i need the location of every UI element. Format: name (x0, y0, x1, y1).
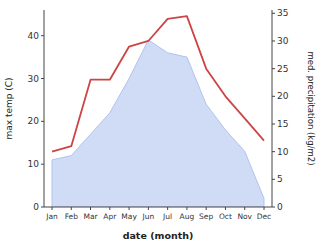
x-tick-label: Oct (219, 212, 232, 221)
y2-tick-label: 25 (277, 64, 288, 74)
x-tick-label: Dec (257, 212, 272, 221)
x-tick (109, 207, 110, 210)
x-axis-label: date (month) (123, 230, 194, 241)
x-axis-line (44, 207, 272, 208)
x-tick (148, 207, 149, 210)
plot-area (52, 16, 264, 207)
y-tick (41, 78, 44, 79)
y-tick-label: 30 (28, 74, 40, 84)
y2-tick-label: 5 (277, 174, 283, 184)
x-tick (90, 207, 91, 210)
y2-tick-label: 0 (277, 202, 283, 212)
x-tick (264, 207, 265, 210)
x-tick (71, 207, 72, 210)
x-tick-label: Mar (83, 212, 98, 221)
x-tick (206, 207, 207, 210)
x-tick-label: Jan (45, 212, 58, 221)
y-tick (41, 207, 44, 208)
x-tick (129, 207, 130, 210)
x-tick-label: Aug (180, 212, 195, 221)
x-tick (225, 207, 226, 210)
y-tick-label: 0 (33, 202, 39, 212)
y2-tick-label: 10 (277, 147, 289, 157)
y2-tick-label: 15 (277, 119, 288, 129)
y2-axis-line (272, 10, 273, 207)
y2-tick-label: 30 (277, 36, 289, 46)
y2-tick (272, 68, 275, 69)
y-tick (41, 164, 44, 165)
x-tick-label: Jul (162, 212, 172, 221)
line (52, 16, 264, 152)
y-tick-label: 20 (28, 116, 40, 126)
y2-tick (272, 123, 275, 124)
x-tick-label: Feb (65, 212, 79, 221)
y2-tick (272, 96, 275, 97)
y2-tick (272, 40, 275, 41)
y2-tick-label: 35 (277, 8, 288, 18)
x-tick-label: Jun (142, 212, 155, 221)
y2-tick (272, 207, 275, 208)
y-tick-label: 40 (28, 31, 40, 41)
y2-tick (272, 13, 275, 14)
chart: 0 10 20 30 40 0 5 10 15 20 25 30 35 Jan Feb Mar Apr May Ju… (0, 0, 318, 247)
y-axis-label: max temp (C) (4, 77, 14, 139)
x-tick-label: Sep (199, 212, 213, 221)
y-tick-label: 10 (28, 159, 40, 169)
y2-axis-label: med. precipitation (kg/m2) (306, 51, 316, 165)
y2-tick-label: 20 (277, 91, 289, 101)
y2-tick (272, 179, 275, 180)
x-tick-label: May (121, 212, 137, 221)
x-tick (52, 207, 53, 210)
x-tick-label: Nov (237, 212, 252, 221)
y2-tick (272, 151, 275, 152)
area (52, 40, 264, 207)
y-axis-line (44, 10, 45, 207)
y-tick (41, 121, 44, 122)
x-tick (186, 207, 187, 210)
x-tick-label: Apr (103, 212, 117, 221)
x-tick (167, 207, 168, 210)
y-tick (41, 35, 44, 36)
x-tick (244, 207, 245, 210)
